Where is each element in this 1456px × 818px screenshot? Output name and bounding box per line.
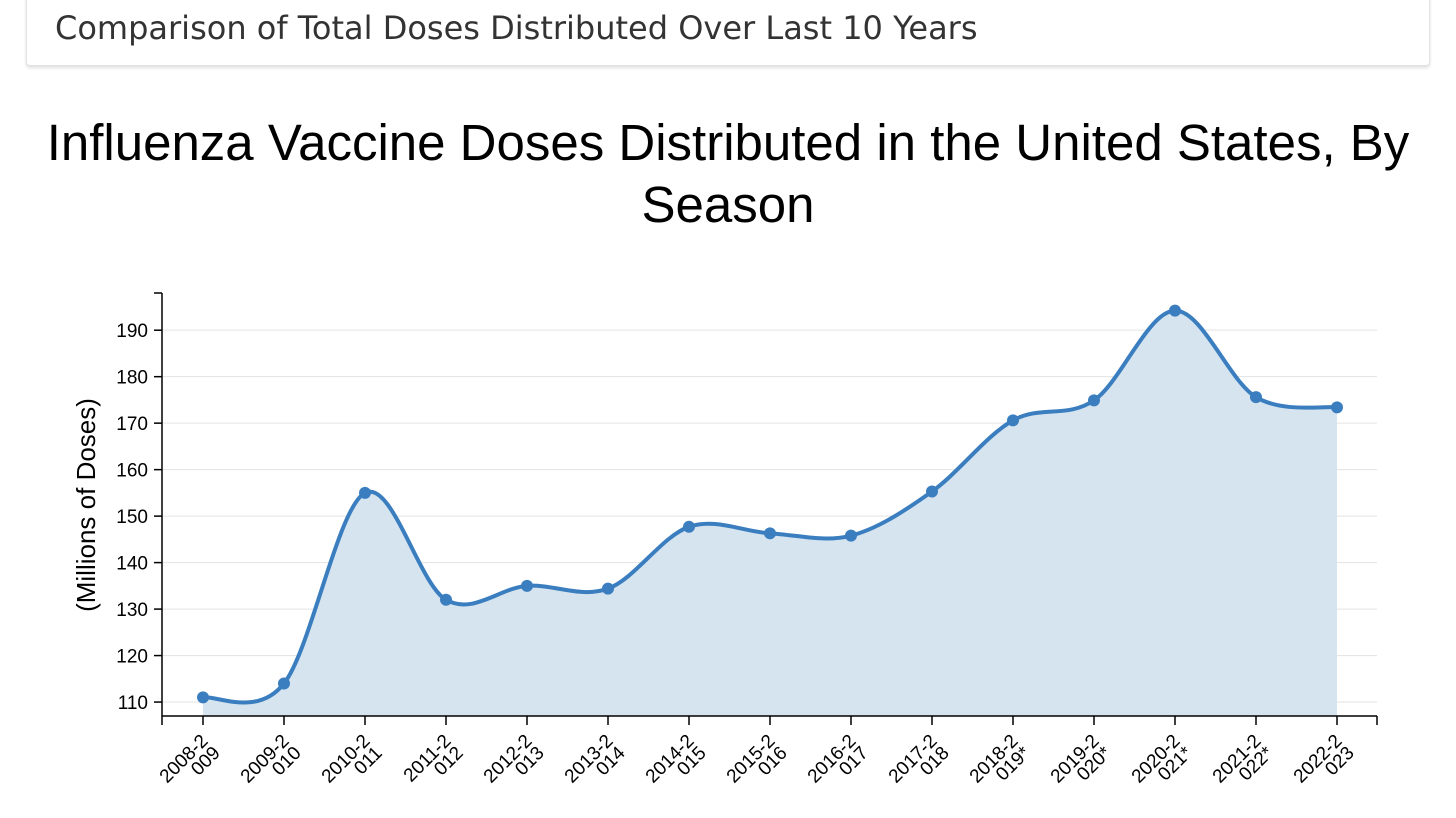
point [521,579,533,592]
y-tick-label: 120 [116,647,148,668]
point [1331,401,1343,414]
point [1250,391,1262,404]
y-tick-label: 150 [116,507,148,528]
x-tick-label: 2018-2019* [966,730,1035,799]
y-axis-label: (Millions of Doses) [71,398,101,612]
x-tick-label: 2019-2020* [1047,730,1116,799]
chart-title: Influenza Vaccine Doses Distributed in t… [46,114,1410,233]
y-tick-label: 110 [118,693,148,714]
y-tick-label: 140 [116,554,148,575]
x-tick-label: 2010-2011 [318,731,387,800]
x-tick-label: 2016-2017 [804,731,873,800]
point [845,529,857,542]
y-tick-label: 190 [116,321,148,342]
x-tick-label: 2017-2018 [885,731,954,800]
header-card: Comparison of Total Doses Distributed Ov… [26,0,1430,66]
point [197,691,209,704]
point [764,527,776,540]
y-tick-label: 170 [116,414,148,435]
x-tick-label: 2009-2010 [237,731,306,800]
x-tick-label: 2014-2015 [642,731,711,800]
x-tick-label: 2013-2014 [561,730,630,799]
x-tick-label: 2015-2016 [723,731,792,800]
x-tick-label: 2011-2012 [400,731,468,799]
point [440,593,452,606]
point [278,677,290,690]
point [359,486,371,499]
point [1088,394,1100,407]
point [602,582,614,595]
x-tick-label: 2021-2022* [1209,730,1278,799]
x-tick-label: 2012-2013 [480,731,549,800]
point [1169,304,1181,317]
header-title: Comparison of Total Doses Distributed Ov… [55,9,978,47]
y-tick-label: 130 [116,600,148,621]
area [203,310,1337,716]
point [1007,414,1019,427]
x-tick-label: 2008-2009 [156,731,225,800]
y-tick-label: 160 [116,461,148,482]
x-tick-label: 2022-2023 [1290,731,1359,800]
point [926,485,938,498]
y-tick-label: 180 [116,368,148,389]
point [683,520,695,533]
x-tick-label: 2020-2021* [1128,730,1197,799]
